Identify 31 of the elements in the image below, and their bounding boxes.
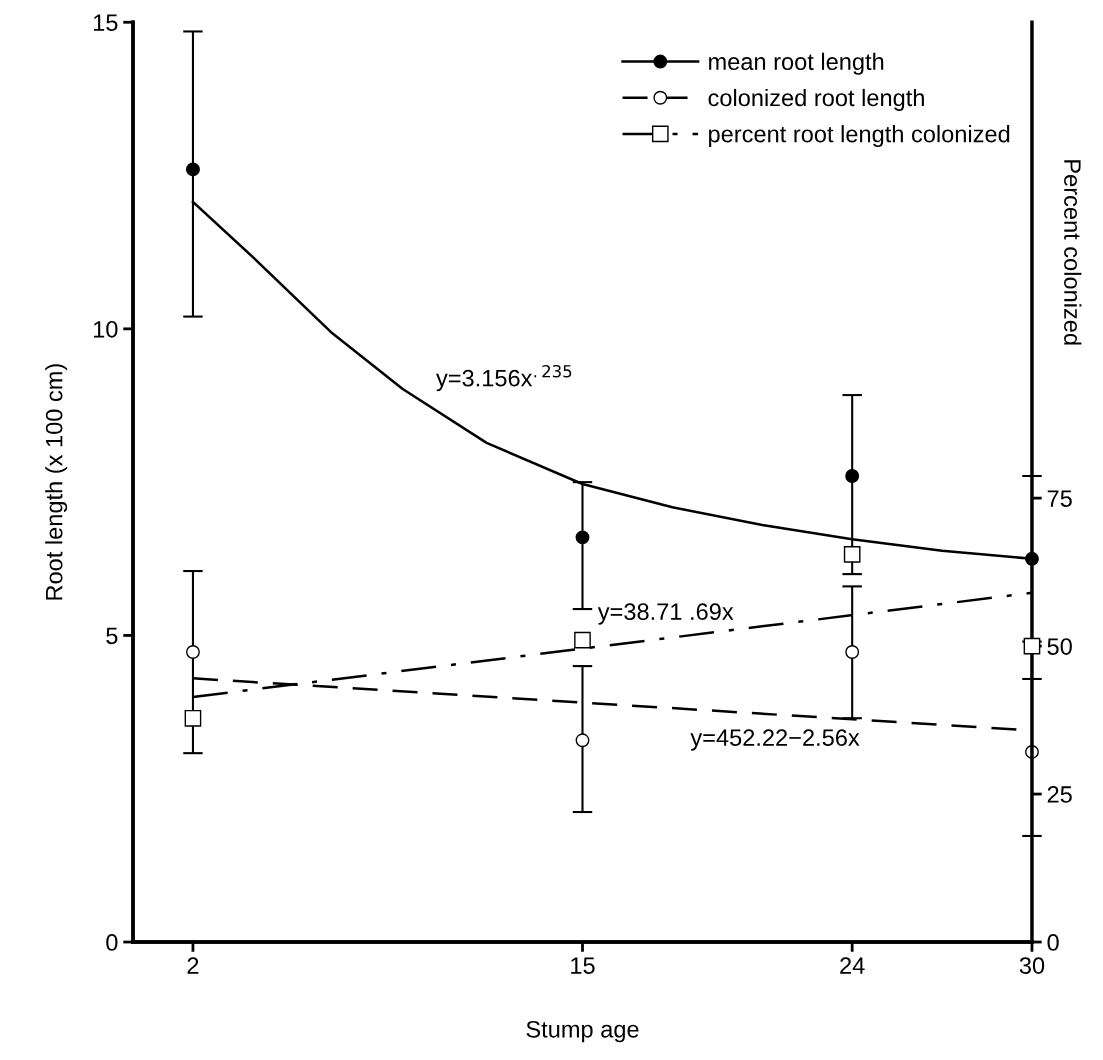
annotation: y=3.156x$^{.235}$: [436, 364, 572, 392]
point: [575, 733, 590, 748]
point: [1023, 637, 1041, 655]
y2-tick-label: 0: [1047, 934, 1059, 951]
y2-tick-label: 50: [1047, 638, 1072, 655]
point: [575, 530, 590, 545]
y2-tick-label: 75: [1047, 490, 1072, 507]
annotation: y=452.22−2.56x: [690, 729, 860, 751]
legend-label: percent root length colonized: [709, 125, 1010, 148]
x-tick-label: 30: [1019, 957, 1045, 974]
point: [186, 645, 200, 659]
point: [186, 162, 200, 177]
y-tick-label: 5: [106, 627, 118, 645]
point: [843, 546, 861, 563]
annotation: y=38.71 .69x: [597, 603, 734, 625]
x-tick-label: 24: [840, 957, 865, 974]
point: [845, 469, 860, 483]
x-axis-title: Stump age: [526, 1020, 639, 1043]
y-axis-title: Root length (x 100 cm): [45, 364, 68, 600]
point: [184, 709, 202, 727]
legend-label: mean root length: [709, 52, 884, 75]
y2-tick-label: 25: [1047, 786, 1072, 803]
point: [574, 631, 591, 649]
point: [845, 645, 860, 659]
y-tick-label: 10: [93, 320, 118, 338]
x-tick-label: 2: [187, 957, 199, 974]
y-tick-label: 15: [93, 14, 118, 32]
y-tick-label: 0: [106, 934, 118, 951]
legend-label: colonized root length: [708, 88, 924, 111]
x-tick-label: 15: [571, 957, 595, 974]
y2-axis-title: Percent colonized: [1064, 160, 1082, 345]
